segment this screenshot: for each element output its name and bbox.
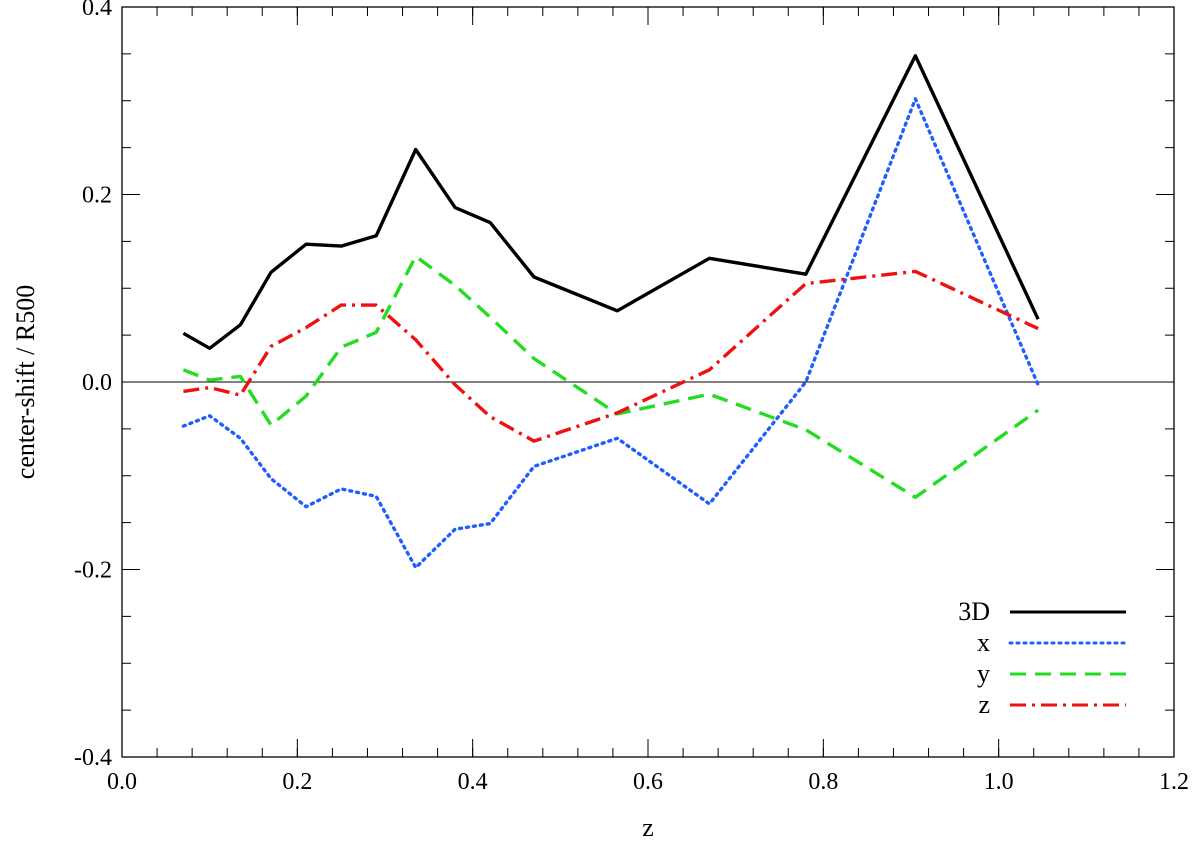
legend-label-y: y — [977, 659, 990, 688]
legend-label-z: z — [978, 690, 990, 719]
legend-label-x: x — [977, 628, 990, 657]
x-tick-label: 0.8 — [808, 769, 838, 795]
legend-label-3D: 3D — [958, 597, 990, 626]
axis-ticks — [121, 6, 1175, 758]
x-tick-label: 1.2 — [1159, 769, 1189, 795]
x-tick-label: 0.4 — [458, 769, 488, 795]
x-tick-label: 0.2 — [282, 769, 312, 795]
y-tick-label: 0.2 — [82, 183, 112, 209]
y-tick-label: -0.2 — [74, 558, 112, 584]
tick-labels: 0.0 0.2 0.4 0.6 0.8 1.0 1.2 -0.4 -0.2 0.0 0.2 0.4 — [74, 0, 1189, 795]
series-line-3D — [182, 54, 1040, 350]
series-line-z — [183, 269, 1039, 443]
y-tick-label: 0.0 — [82, 370, 112, 396]
y-tick-label: -0.4 — [74, 745, 112, 771]
y-tick-label: 0.4 — [82, 0, 112, 21]
series-line-x — [181, 97, 1040, 570]
x-tick-label: 0.6 — [633, 769, 663, 795]
series-lines — [181, 54, 1040, 570]
x-axis-title: z — [642, 813, 654, 842]
y-axis-title: center-shift / R500 — [11, 285, 40, 479]
x-tick-label: 1.0 — [984, 769, 1014, 795]
series-line-y — [182, 254, 1040, 499]
x-tick-label: 0.0 — [107, 769, 137, 795]
